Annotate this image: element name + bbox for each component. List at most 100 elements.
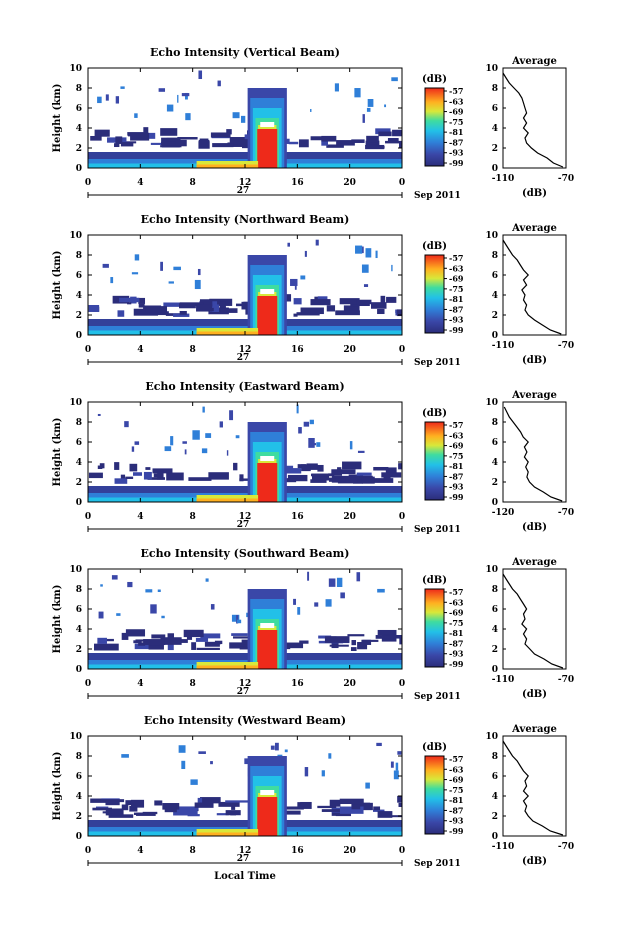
x-tick-label: 4 xyxy=(137,345,143,355)
y-tick-label: 2 xyxy=(76,812,82,822)
colorbar-label: (dB) xyxy=(422,241,447,252)
heatmap-cell xyxy=(314,602,318,606)
x-tick-label: 20 xyxy=(343,178,356,188)
profile-y-tick-label: 6 xyxy=(492,104,498,114)
heatmap-cell xyxy=(192,430,199,439)
day-label: 27 xyxy=(237,854,250,864)
profile-y-tick-label: 6 xyxy=(492,438,498,448)
heatmap-cell xyxy=(337,467,341,471)
colorbar-tick-label: -63 xyxy=(449,430,464,440)
heatmap-cell xyxy=(145,589,152,592)
profile-title: Average xyxy=(511,390,557,401)
heatmap-cell xyxy=(197,666,258,670)
colorbar-tick-label: -93 xyxy=(449,816,464,826)
heatmap-cell xyxy=(377,589,385,593)
y-tick-label: 10 xyxy=(69,565,82,575)
heatmap-cell xyxy=(340,298,360,304)
profile-title: Average xyxy=(511,56,557,67)
heatmap-cell xyxy=(237,620,241,624)
heatmap-cell xyxy=(99,612,104,619)
heatmap-cell xyxy=(337,578,342,587)
heatmap-cell xyxy=(330,800,341,807)
heatmap-cell xyxy=(351,647,357,651)
heatmap-cell xyxy=(385,141,402,144)
heatmap-cell xyxy=(357,642,367,649)
heatmap-cell xyxy=(369,146,385,149)
date-label: Sep 2011 xyxy=(414,191,461,201)
y-tick-label: 4 xyxy=(76,291,82,301)
colorbar-label: (dB) xyxy=(422,408,447,419)
heatmap-cell xyxy=(257,129,277,168)
day-label: 27 xyxy=(237,186,250,196)
profile-y-tick-label: 8 xyxy=(492,84,498,94)
y-tick-label: 2 xyxy=(76,311,82,321)
heatmap-cell xyxy=(98,414,101,416)
profile-y-tick-label: 4 xyxy=(492,291,498,301)
heatmap-cell xyxy=(322,770,325,776)
y-tick-label: 8 xyxy=(76,251,82,261)
profile-x-label: (dB) xyxy=(522,355,547,366)
colorbar-tick-label: -69 xyxy=(449,274,464,284)
heatmap-cell xyxy=(154,800,162,805)
heatmap-cell xyxy=(145,467,150,470)
x-tick-label: 4 xyxy=(137,178,143,188)
x-tick-label: 20 xyxy=(343,345,356,355)
heatmap-field xyxy=(88,743,402,836)
date-label: Sep 2011 xyxy=(414,525,461,535)
heatmap-cell xyxy=(89,305,100,312)
heatmap-cell xyxy=(260,790,274,795)
heatmap-cell xyxy=(231,633,247,636)
heatmap-cell xyxy=(350,441,352,449)
heatmap-cell xyxy=(131,800,144,808)
colorbar-tick-label: -81 xyxy=(449,628,463,638)
panel-2: Echo Intensity (Northward Beam)0246810He… xyxy=(52,213,574,368)
colorbar-tick-label: -69 xyxy=(449,107,464,117)
heatmap-cell xyxy=(97,638,107,644)
profile-y-tick-label: 4 xyxy=(492,625,498,635)
heatmap-cell xyxy=(103,264,109,268)
profile-y-tick-label: 4 xyxy=(492,124,498,134)
heatmap-cell xyxy=(362,265,369,273)
x-tick-label: 0 xyxy=(85,679,91,689)
x-tick-label: 8 xyxy=(190,512,196,522)
heatmap-cell xyxy=(187,637,192,640)
date-label: Sep 2011 xyxy=(414,692,461,702)
heatmap-cell xyxy=(198,751,206,754)
profile-x-label: (dB) xyxy=(522,689,547,700)
heatmap-cell xyxy=(225,800,249,802)
heatmap-cell xyxy=(257,797,277,836)
heatmap-cell xyxy=(133,472,142,476)
heatmap-cell xyxy=(202,407,204,413)
x-tick-label: 16 xyxy=(291,679,304,689)
date-label: Sep 2011 xyxy=(414,358,461,368)
heatmap-cell xyxy=(295,283,297,290)
heatmap-cell xyxy=(120,86,124,89)
heatmap-cell xyxy=(198,798,202,803)
heatmap-cell xyxy=(158,590,161,593)
x-axis-label: Local Time xyxy=(214,871,276,882)
heatmap-cell xyxy=(106,94,109,100)
heatmap-cell xyxy=(112,575,118,579)
heatmap-cell xyxy=(198,269,201,275)
y-tick-label: 8 xyxy=(76,418,82,428)
heatmap-cell xyxy=(327,305,335,311)
x-tick-label: 16 xyxy=(291,178,304,188)
colorbar-tick-label: -87 xyxy=(449,805,463,815)
heatmap-cell xyxy=(301,308,324,315)
heatmap-cell xyxy=(305,251,307,257)
heatmap-cell xyxy=(233,112,240,118)
colorbar-tick-label: -75 xyxy=(449,117,463,127)
panel-title: Echo Intensity (Southward Beam) xyxy=(141,547,350,560)
heatmap-cell xyxy=(179,745,186,753)
heatmap-cell xyxy=(94,644,119,651)
heatmap-cell xyxy=(365,783,370,789)
heatmap-cell xyxy=(233,463,237,470)
heatmap-cell xyxy=(100,584,103,586)
y-tick-label: 8 xyxy=(76,84,82,94)
heatmap-cell xyxy=(127,582,132,587)
y-tick-label: 0 xyxy=(76,498,82,508)
heatmap-cell xyxy=(299,641,308,644)
x-tick-label: 4 xyxy=(137,679,143,689)
x-tick-label: 16 xyxy=(291,345,304,355)
